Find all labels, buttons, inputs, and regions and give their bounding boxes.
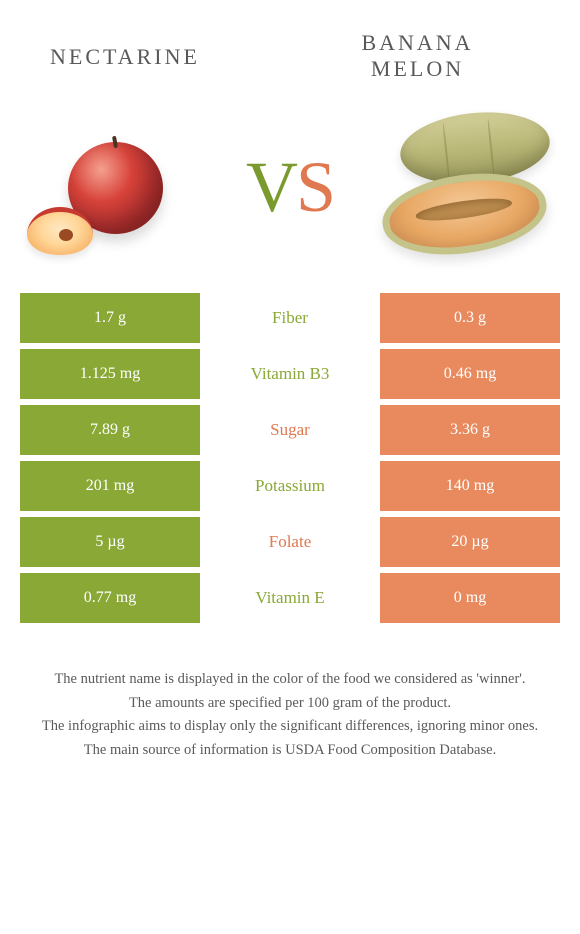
nutrient-label: Folate xyxy=(200,517,380,567)
footer-line-4: The main source of information is USDA F… xyxy=(20,740,560,762)
nutrient-table: 1.7 gFiber0.3 g 1.125 mgVitamin B30.46 mg… xyxy=(0,293,580,623)
vs-label: VS xyxy=(246,146,334,229)
table-row: 7.89 gSugar3.36 g xyxy=(20,405,560,455)
nutrient-label: Fiber xyxy=(200,293,380,343)
footer-line-1: The nutrient name is displayed in the co… xyxy=(20,669,560,691)
food-title-right-l2: MELON xyxy=(371,56,464,81)
images-row: VS xyxy=(0,93,580,293)
value-left: 1.7 g xyxy=(20,293,200,343)
footer-notes: The nutrient name is displayed in the co… xyxy=(0,629,580,762)
nutrient-label: Sugar xyxy=(200,405,380,455)
vs-s: S xyxy=(296,147,334,227)
value-right: 3.36 g xyxy=(380,405,560,455)
value-left: 7.89 g xyxy=(20,405,200,455)
nutrient-label: Vitamin B3 xyxy=(200,349,380,399)
value-left: 201 mg xyxy=(20,461,200,511)
food-title-right: BANANA MELON xyxy=(295,30,540,83)
nectarine-image xyxy=(30,103,200,273)
nutrient-label: Vitamin E xyxy=(200,573,380,623)
value-left: 0.77 mg xyxy=(20,573,200,623)
table-row: 201 mgPotassium140 mg xyxy=(20,461,560,511)
footer-line-2: The amounts are specified per 100 gram o… xyxy=(20,693,560,715)
melon-image xyxy=(380,103,550,273)
footer-line-3: The infographic aims to display only the… xyxy=(20,716,560,738)
value-right: 0.46 mg xyxy=(380,349,560,399)
value-right: 20 µg xyxy=(380,517,560,567)
food-title-right-l1: BANANA xyxy=(361,30,473,55)
table-row: 1.7 gFiber0.3 g xyxy=(20,293,560,343)
vs-v: V xyxy=(246,147,296,227)
header: NECTARINE BANANA MELON xyxy=(0,0,580,93)
table-row: 0.77 mgVitamin E0 mg xyxy=(20,573,560,623)
value-left: 5 µg xyxy=(20,517,200,567)
food-title-left: NECTARINE xyxy=(40,30,295,83)
value-left: 1.125 mg xyxy=(20,349,200,399)
nutrient-label: Potassium xyxy=(200,461,380,511)
value-right: 140 mg xyxy=(380,461,560,511)
value-right: 0.3 g xyxy=(380,293,560,343)
table-row: 1.125 mgVitamin B30.46 mg xyxy=(20,349,560,399)
value-right: 0 mg xyxy=(380,573,560,623)
table-row: 5 µgFolate20 µg xyxy=(20,517,560,567)
